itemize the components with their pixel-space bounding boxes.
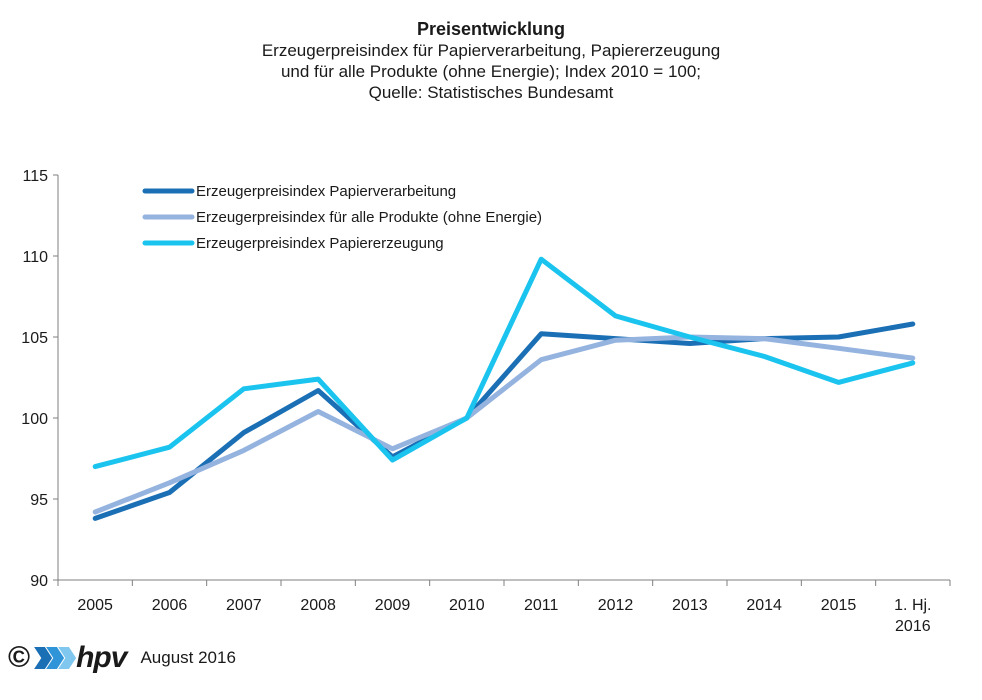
series-line-2 [92,334,916,515]
x-tick-label: 2011 [524,597,559,614]
x-tick-label: 2010 [449,597,485,614]
chart-header: Preisentwicklung Erzeugerpreisindex für … [0,18,982,103]
y-tick-label: 115 [22,168,48,185]
chart-title: Preisentwicklung [416,19,566,39]
series-line-3 [92,256,916,470]
hpv-logo-icon [34,647,77,669]
x-tick-label: 2015 [821,597,857,614]
x-tick-label: 2016 [895,618,931,635]
y-tick-label: 105 [21,330,48,347]
chart-subtitle-line-1: Erzeugerpreisindex für Papierverarbeitun… [261,41,721,60]
y-tick-label: 95 [30,492,48,509]
x-tick-label: 2008 [300,597,336,614]
logo-chevron-3 [58,647,77,669]
logo-chevron-2 [46,647,65,669]
y-tick-label: 110 [22,249,48,266]
chart-subtitle-line-3: Quelle: Statistisches Bundesamt [368,83,614,102]
x-tick-label: 2012 [598,597,634,614]
x-tick-label: 2007 [226,597,262,614]
y-tick-label: 90 [30,573,48,590]
series-line-1 [92,321,916,521]
x-tick-label: 2013 [672,597,708,614]
brand-name: hpv [76,641,127,674]
y-tick-label: 100 [21,411,48,428]
publication-date: August 2016 [140,648,236,667]
x-tick-label: 2006 [152,597,188,614]
footer: © hpv August 2016 [8,638,236,678]
x-tick-label: 2009 [375,597,411,614]
legend-label-2: Erzeugerpreisindex für alle Produkte (oh… [196,209,542,226]
copyright-symbol: © [8,641,31,674]
logo-chevron-1 [34,647,53,669]
x-tick-label: 2014 [746,597,782,614]
legend-label-3: Erzeugerpreisindex Papiererzeugung [196,235,444,252]
x-tick-label: 2005 [77,597,113,614]
x-tick-label: 1. Hj. [894,597,931,614]
chart-subtitle-line-2: und für alle Produkte (ohne Energie); In… [280,62,702,81]
legend-label-1: Erzeugerpreisindex Papierverarbeitung [196,183,456,200]
